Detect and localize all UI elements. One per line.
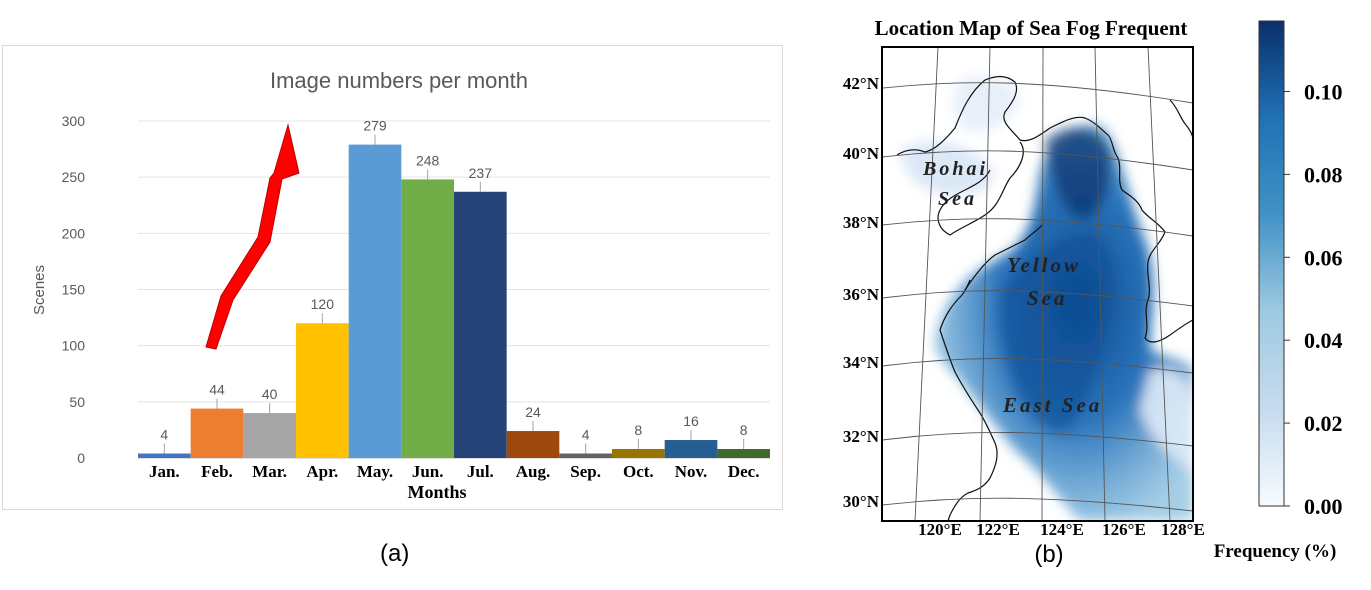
- y-tick-label: 0: [77, 450, 85, 466]
- x-tick-labels: Jan. Feb. Mar. Apr. May. Jun. Jul. Aug. Sep. Oct.…: [149, 462, 760, 481]
- x-tick-label: Jul.: [467, 462, 494, 481]
- x-tick-label: Aug.: [516, 462, 550, 481]
- panel-label-a: (a): [380, 540, 410, 567]
- y-tick-label: 300: [62, 113, 86, 129]
- lon-label-122: 122°E: [976, 520, 1020, 539]
- fog-frequency-field: [900, 76, 1193, 521]
- data-label: 44: [209, 382, 225, 398]
- region-label-bohai: Bohai: [922, 158, 988, 180]
- bars: [138, 144, 770, 458]
- colorbar-label: Frequency (%): [1214, 541, 1337, 562]
- lon-label-128: 128°E: [1161, 520, 1205, 539]
- region-label-east-sea: East Sea: [1002, 393, 1102, 417]
- colorbar-tick-label: 0.02: [1304, 411, 1343, 436]
- map-title: Location Map of Sea Fog Frequent: [875, 16, 1188, 40]
- x-tick-label: Apr.: [306, 462, 338, 481]
- data-label: 16: [683, 413, 699, 429]
- graticule: [882, 47, 1193, 521]
- x-tick-label: Oct.: [623, 462, 654, 481]
- data-label: 40: [262, 386, 278, 402]
- bar-jun: [401, 179, 454, 458]
- region-label-yellow-sea: Sea: [1027, 286, 1068, 310]
- bar-apr: [296, 323, 349, 458]
- y-tick-labels: 0 50 100 150 200 250 300: [62, 113, 86, 466]
- lon-label-126: 126°E: [1102, 520, 1146, 539]
- colorbar-tick-label: 0.10: [1304, 79, 1343, 104]
- bar-oct: [612, 449, 665, 458]
- x-tick-label: May.: [357, 462, 393, 481]
- lat-label-38: 38°N: [843, 213, 880, 232]
- data-label: 8: [634, 422, 642, 438]
- bar-feb: [190, 408, 244, 458]
- region-labels: Bohai Sea Yellow Sea East Sea: [922, 158, 1102, 417]
- colorbar-tick-label: 0.08: [1304, 162, 1343, 187]
- lat-label-30: 30°N: [843, 492, 880, 511]
- data-label: 248: [416, 152, 440, 168]
- longitude-labels: 120°E 122°E 124°E 126°E 128°E: [918, 520, 1205, 539]
- panel-label-b: (b): [1034, 541, 1063, 568]
- data-label: 24: [525, 404, 541, 420]
- bar-mar: [243, 413, 296, 458]
- y-tick-label: 150: [62, 282, 86, 298]
- x-tick-label: Jun.: [412, 462, 444, 481]
- colorbar-tick-label: 0.06: [1304, 245, 1343, 270]
- trend-arrow-shape: [205, 123, 300, 350]
- data-label: 4: [160, 427, 168, 443]
- bar-jan: [138, 453, 191, 458]
- latitude-labels: 30°N 32°N 34°N 36°N 38°N 40°N 42°N: [843, 74, 880, 511]
- data-label: 120: [311, 296, 335, 312]
- bar-dec: [717, 449, 770, 458]
- map-frame: [881, 46, 1194, 522]
- bar-sep: [559, 453, 612, 458]
- y-tick-label: 50: [69, 394, 85, 410]
- x-tick-label: Jan.: [149, 462, 180, 481]
- y-tick-label: 250: [62, 169, 86, 185]
- lon-label-120: 120°E: [918, 520, 962, 539]
- x-tick-label: Dec.: [728, 462, 760, 481]
- trend-arrow: [205, 123, 300, 350]
- bar-chart-panel: Image numbers per month 0 50 100 150 200 250 3…: [2, 45, 783, 510]
- lat-label-34: 34°N: [843, 353, 880, 372]
- y-axis-label: Scenes: [31, 265, 48, 315]
- data-label: 4: [582, 427, 590, 443]
- region-label-yellow: Yellow: [1007, 253, 1081, 277]
- lon-label-124: 124°E: [1040, 520, 1084, 539]
- bar-may: [348, 144, 402, 458]
- x-tick-label: Sep.: [570, 462, 601, 481]
- colorbar-ticks: 0.00 0.02 0.04 0.06 0.08 0.10: [1284, 79, 1343, 519]
- colorbar-tick-label: 0.04: [1304, 328, 1343, 353]
- bar-chart: Image numbers per month 0 50 100 150 200 250 3…: [31, 68, 770, 502]
- lat-label-42: 42°N: [843, 74, 880, 93]
- lat-label-32: 32°N: [843, 427, 880, 446]
- chart-title: Image numbers per month: [270, 68, 528, 93]
- data-label: 237: [469, 165, 493, 181]
- x-tick-label: Mar.: [252, 462, 287, 481]
- bar-nov: [664, 440, 718, 458]
- bar-aug: [506, 431, 560, 458]
- data-label: 8: [740, 422, 748, 438]
- x-tick-label: Nov.: [675, 462, 708, 481]
- y-tick-label: 200: [62, 225, 86, 241]
- colorbar-tick-label: 0.00: [1304, 494, 1343, 519]
- x-tick-label: Feb.: [201, 462, 233, 481]
- region-label-bohai-sea: Sea: [938, 188, 977, 210]
- data-label: 279: [363, 118, 387, 134]
- map-area: Bohai Sea Yellow Sea East Sea: [882, 47, 1193, 521]
- bar-jul: [454, 191, 507, 458]
- lat-label-36: 36°N: [843, 285, 880, 304]
- x-axis-label: Months: [407, 482, 466, 502]
- lat-label-40: 40°N: [843, 144, 880, 163]
- colorbar: [1258, 20, 1285, 507]
- y-tick-label: 100: [62, 338, 86, 354]
